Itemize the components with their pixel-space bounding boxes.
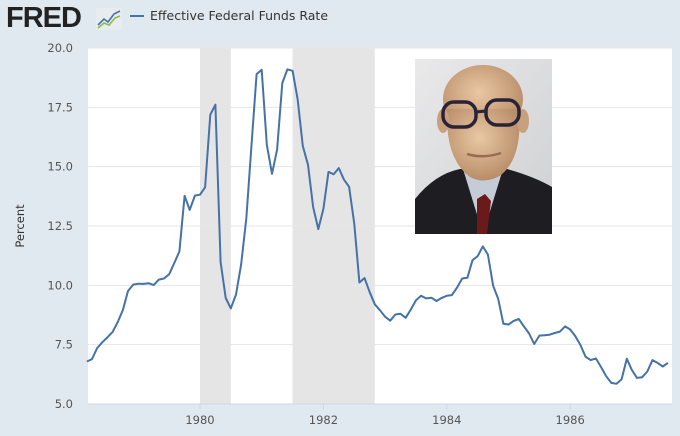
legend-item[interactable]: Effective Federal Funds Rate (130, 8, 328, 23)
y-tick-label: 5.0 (55, 397, 73, 411)
fred-logo[interactable]: FRED (6, 2, 82, 34)
chart-header: FRED Effective Federal Funds Rate (0, 0, 680, 40)
series-line-effective-federal-funds-rate (86, 68, 669, 385)
x-tick-label: 1980 (185, 413, 214, 427)
y-tick-label: 17.5 (47, 100, 73, 114)
y-tick-label: 20.0 (47, 41, 73, 55)
y-tick-label: 7.5 (55, 338, 73, 352)
x-tick-label: 1982 (309, 413, 338, 427)
x-tick-label: 1986 (556, 413, 585, 427)
fred-graph-icon (96, 8, 122, 30)
y-tick-label: 15.0 (47, 160, 73, 174)
portrait-photo (415, 59, 552, 234)
y-tick-label: 10.0 (47, 278, 73, 292)
legend-label: Effective Federal Funds Rate (150, 8, 329, 23)
x-tick-label: 1984 (432, 413, 461, 427)
y-tick-label: 12.5 (47, 219, 73, 233)
y-axis-label: Percent (13, 204, 27, 248)
legend-swatch (130, 14, 144, 17)
